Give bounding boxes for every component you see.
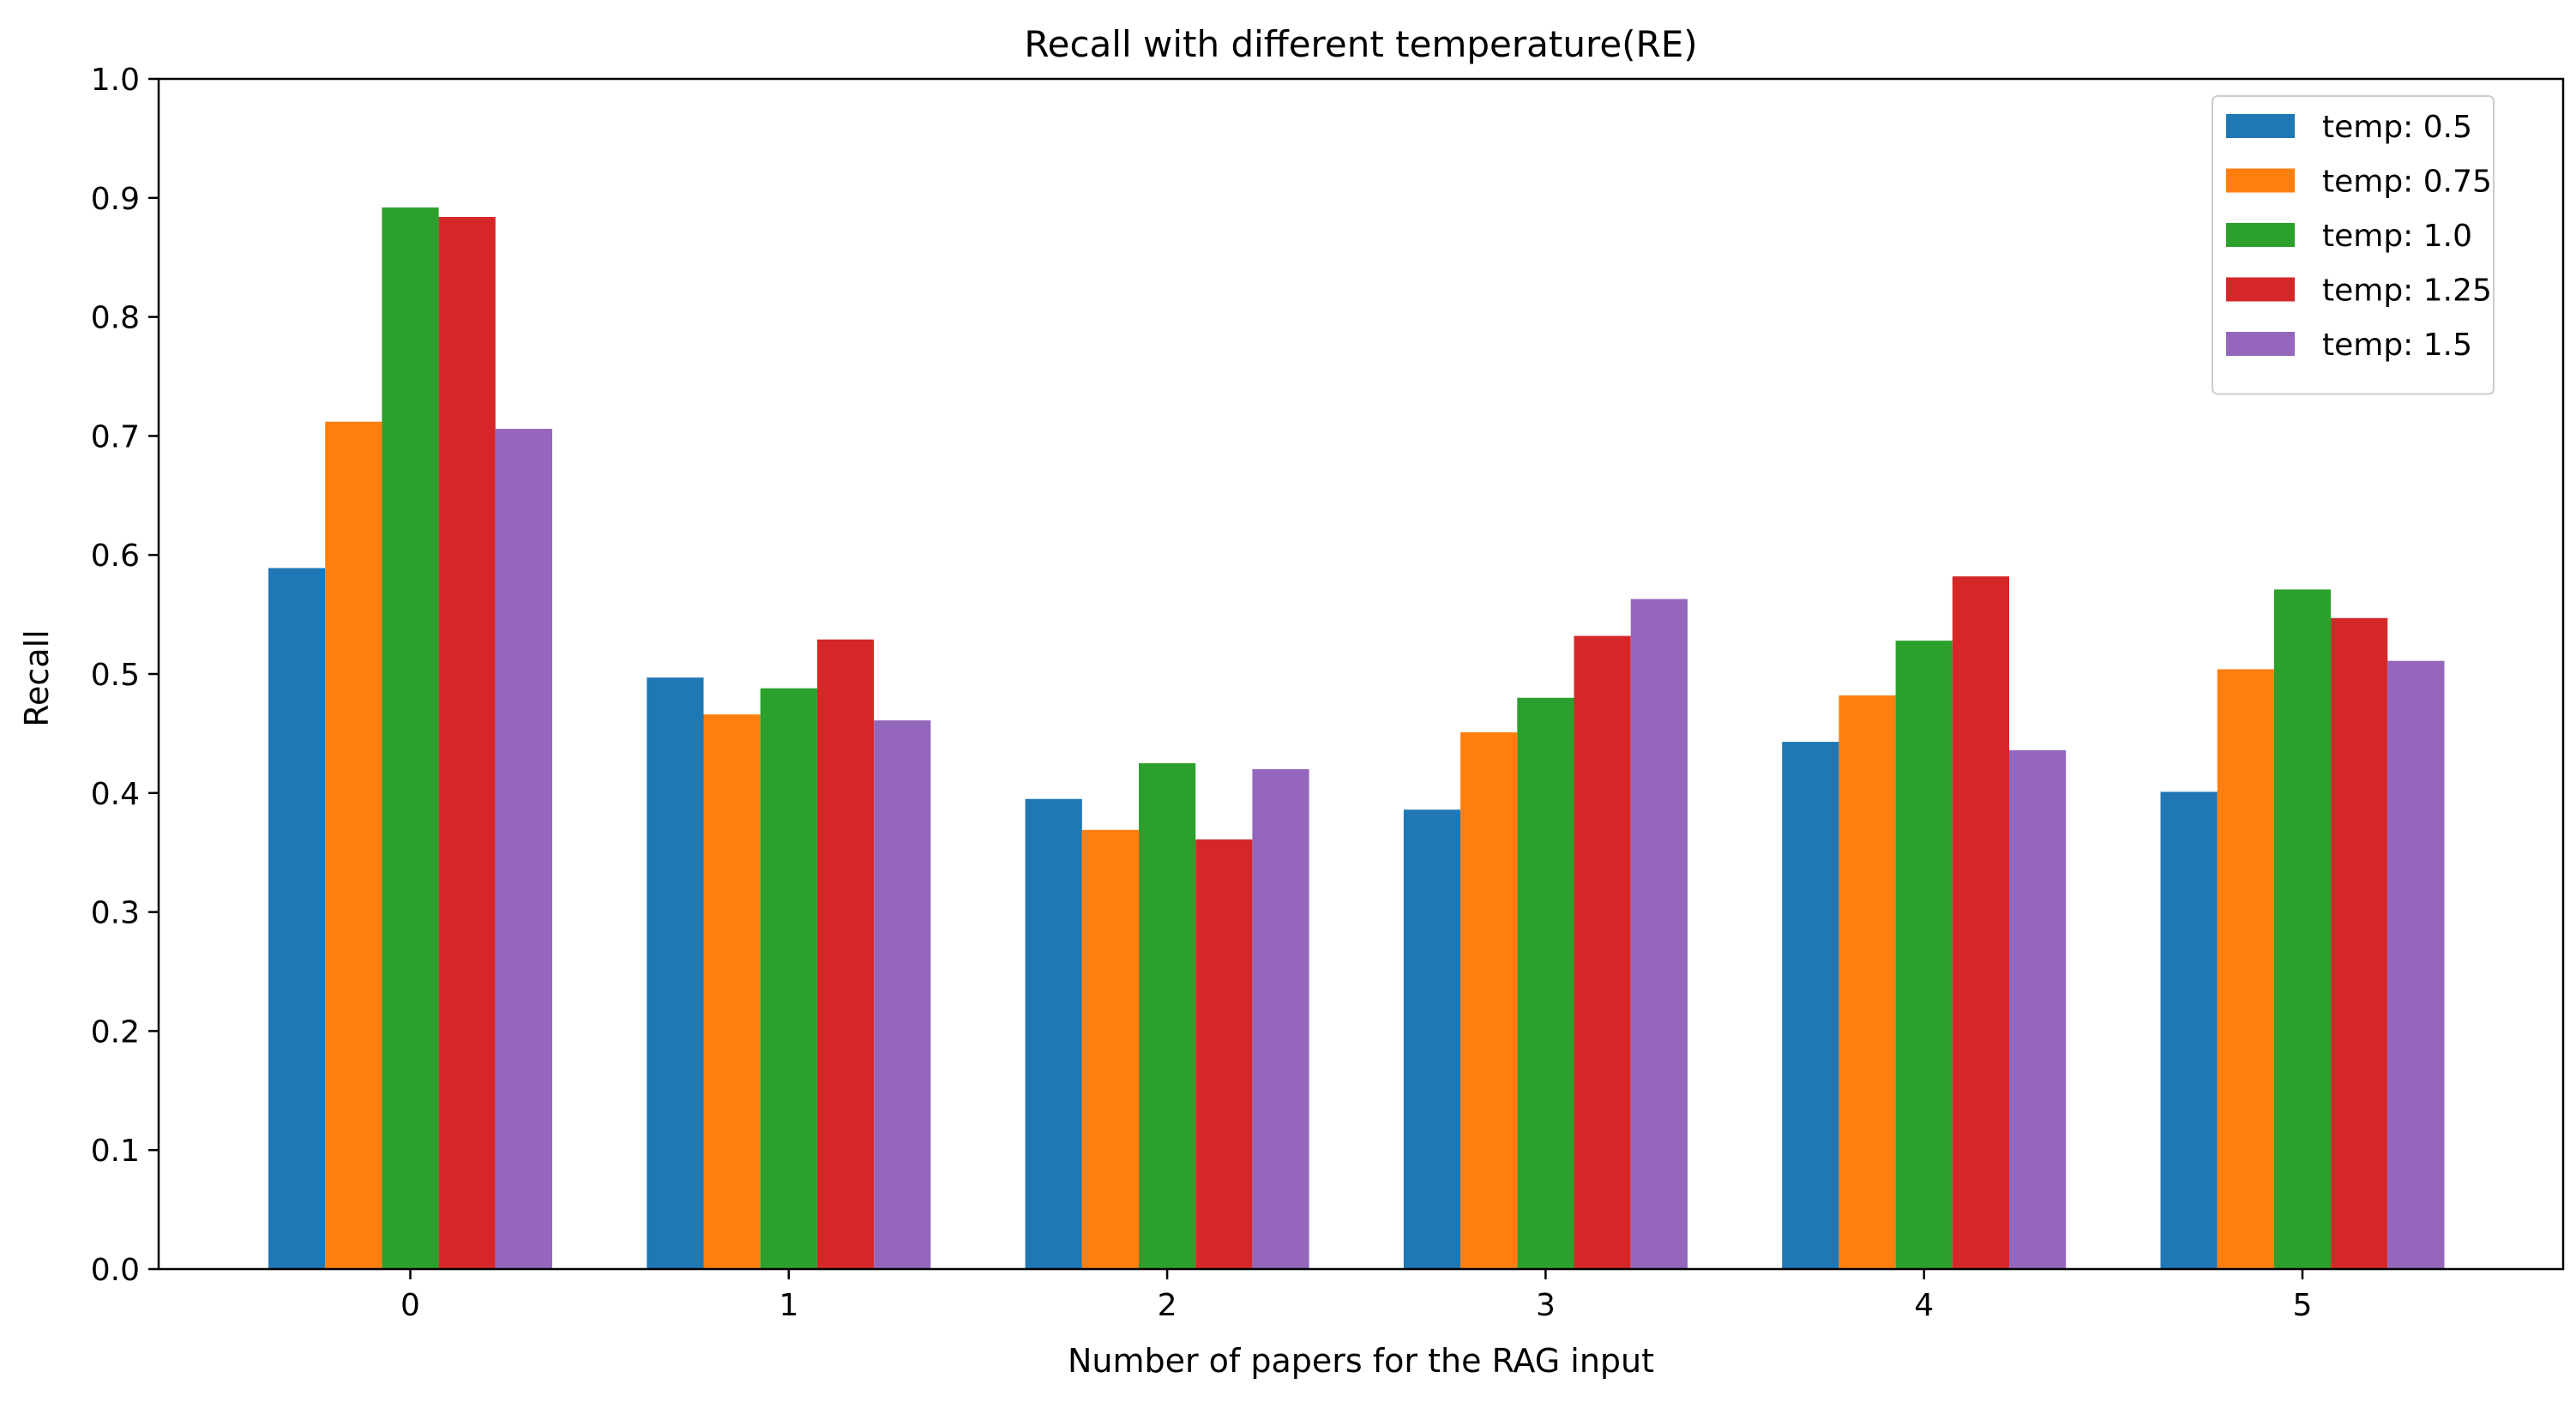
x-axis-label: Number of papers for the RAG input: [1068, 1342, 1654, 1380]
bar-cat-4-series-4: [2009, 749, 2067, 1269]
legend-label: temp: 0.75: [2322, 165, 2492, 200]
bar-cat-4-series-0: [1782, 742, 1839, 1269]
bar-cat-0-series-0: [268, 568, 326, 1269]
bar-cat-2-series-2: [1139, 763, 1196, 1269]
bar-cat-1-series-4: [874, 720, 931, 1269]
bar-cat-0-series-3: [438, 217, 496, 1269]
bar-cat-0-series-2: [382, 207, 439, 1269]
bar-cat-5-series-3: [2331, 617, 2388, 1269]
bar-cat-3-series-3: [1574, 635, 1631, 1269]
x-tick-label: 3: [1536, 1288, 1556, 1323]
legend-swatch: [2226, 223, 2295, 247]
bar-cat-3-series-1: [1460, 732, 1518, 1269]
y-tick-label: 0.2: [91, 1014, 140, 1050]
bar-cat-2-series-0: [1025, 798, 1082, 1269]
bar-cat-2-series-4: [1252, 769, 1309, 1269]
x-tick-label: 5: [2293, 1288, 2313, 1323]
x-tick-label: 0: [400, 1288, 420, 1323]
legend-swatch: [2226, 277, 2295, 302]
legend-label: temp: 1.5: [2322, 328, 2472, 363]
legend-swatch: [2226, 332, 2295, 356]
y-axis-label: Recall: [18, 629, 56, 726]
bar-cat-0-series-4: [495, 429, 552, 1269]
y-tick-label: 0.9: [91, 182, 140, 217]
y-tick-label: 0.3: [91, 896, 140, 931]
legend-swatch: [2226, 114, 2295, 138]
bar-cat-1-series-0: [647, 677, 704, 1269]
chart-title: Recall with different temperature(RE): [1024, 23, 1697, 65]
bar-cat-5-series-0: [2160, 791, 2218, 1269]
bar-cat-3-series-4: [1630, 599, 1688, 1269]
legend-swatch: [2226, 168, 2295, 193]
y-tick-label: 0.7: [91, 419, 140, 454]
bar-cat-5-series-2: [2273, 589, 2332, 1269]
y-tick-label: 0.4: [91, 777, 140, 812]
bar-cat-2-series-1: [1081, 829, 1139, 1269]
bar-cat-1-series-3: [816, 639, 875, 1269]
y-tick-label: 1.0: [91, 63, 140, 98]
x-tick-label: 2: [1158, 1288, 1177, 1323]
y-tick-label: 0.8: [91, 301, 140, 336]
bar-cat-3-series-2: [1517, 697, 1574, 1269]
bars-layer: [268, 207, 2445, 1269]
legend-label: temp: 0.5: [2322, 110, 2472, 145]
bar-cat-1-series-1: [703, 714, 761, 1269]
bar-cat-4-series-1: [1839, 695, 1896, 1269]
y-tick-label: 0.0: [91, 1253, 140, 1288]
bar-cat-4-series-2: [1895, 641, 1953, 1269]
legend-label: temp: 1.0: [2322, 219, 2472, 254]
y-tick-label: 0.1: [91, 1134, 140, 1169]
bar-cat-4-series-3: [1952, 576, 2009, 1269]
bar-cat-1-series-2: [760, 688, 817, 1269]
bar-cat-5-series-4: [2387, 660, 2445, 1269]
x-tick-label: 4: [1914, 1288, 1934, 1323]
axes-layer: 0.0 0.1 0.2 0.3 0.4 0.5 0.6 0.7 0.8 0.9 1.0 0 1 2 3 4 5: [91, 63, 2565, 1323]
y-tick-label: 0.5: [91, 658, 140, 693]
y-tick-label: 0.6: [91, 539, 140, 574]
legend: temp: 0.5 temp: 0.75 temp: 1.0 temp: 1.25 te…: [2212, 95, 2495, 395]
bar-cat-2-series-3: [1195, 839, 1253, 1269]
bar-cat-0-series-1: [325, 421, 382, 1269]
bar-cat-3-series-0: [1403, 809, 1461, 1269]
legend-label: temp: 1.25: [2322, 274, 2492, 309]
x-tick-label: 1: [779, 1288, 798, 1323]
bar-cat-5-series-1: [2217, 669, 2274, 1269]
